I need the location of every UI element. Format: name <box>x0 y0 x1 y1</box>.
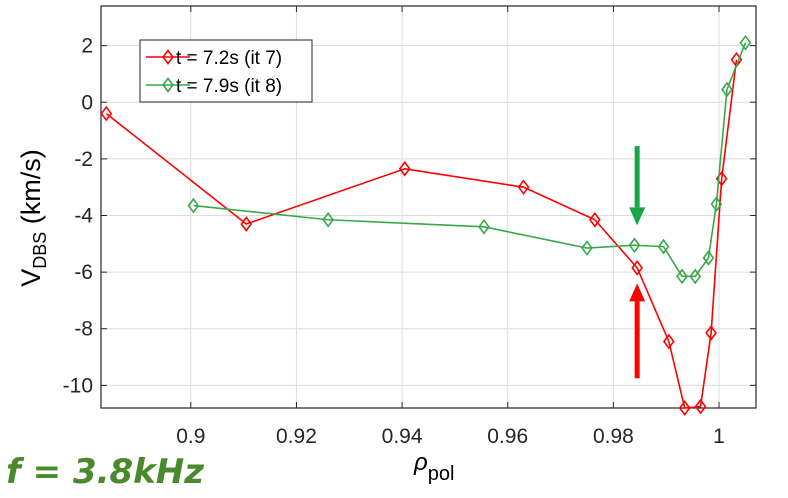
legend-marker <box>162 77 174 93</box>
legend-item: t = 7.2s (it 7) <box>146 48 282 69</box>
data-point <box>694 398 707 415</box>
series-2 <box>187 34 752 285</box>
series-1 <box>100 51 743 416</box>
y-tick-label: 2 <box>81 35 93 58</box>
data-point <box>662 333 675 350</box>
x-axis-label: ρpol <box>413 449 454 485</box>
y-tick-label: -4 <box>74 204 93 227</box>
y-axis-label-sub: DBS <box>30 232 50 269</box>
y-axis-label-unit: (km/s) <box>16 149 46 231</box>
up-arrow <box>629 283 646 379</box>
data-point <box>581 240 593 256</box>
legend: t = 7.2s (it 7) t = 7.9s (it 8) <box>139 39 313 103</box>
data-point <box>240 216 253 232</box>
y-axis: 2 0 -2 -4 -6 -8 -10 <box>63 35 756 397</box>
data-point <box>398 160 411 177</box>
x-tick-label: 0.92 <box>276 425 317 448</box>
annotation-layer <box>629 146 646 379</box>
data-point <box>710 196 723 213</box>
data-point <box>721 81 733 98</box>
y-tick-label: -10 <box>63 374 93 397</box>
frequency-label: f = 3.8kHz <box>6 452 205 492</box>
arrow-head <box>629 207 646 226</box>
data-point <box>589 211 601 228</box>
x-axis-label-main: ρ <box>413 449 428 476</box>
down-arrow <box>629 146 646 226</box>
data-point <box>676 268 688 285</box>
legend-marker <box>162 49 174 65</box>
data-point <box>689 268 702 285</box>
data-point <box>657 238 670 255</box>
legend-label: t = 7.2s (it 7) <box>176 48 282 69</box>
y-axis-label-main: V <box>16 269 46 287</box>
data-point <box>739 34 752 51</box>
series-layer <box>100 34 752 416</box>
data-point <box>678 400 691 416</box>
data-point <box>631 260 644 276</box>
y-axis-label: VDBS (km/s) <box>16 149 50 287</box>
x-axis-label-sub: pol <box>428 463 455 485</box>
data-point <box>100 105 113 122</box>
x-axis: 0.9 0.92 0.94 0.96 0.98 1 <box>176 6 725 448</box>
data-point <box>705 325 717 341</box>
y-tick-label: -8 <box>74 318 93 341</box>
y-tick-label: 0 <box>81 91 93 114</box>
legend-label: t = 7.9s (it 8) <box>176 76 282 97</box>
series-line <box>193 42 747 278</box>
data-point <box>628 237 641 254</box>
data-point <box>187 197 200 214</box>
plot-frame <box>100 5 757 409</box>
y-tick-label: -2 <box>74 148 93 171</box>
x-tick-label: 0.9 <box>176 425 205 448</box>
x-tick-label: 0.98 <box>593 425 634 448</box>
data-point <box>702 250 715 266</box>
x-tick-label: 0.94 <box>382 425 423 448</box>
x-tick-label: 0.96 <box>487 425 528 448</box>
legend-item: t = 7.9s (it 8) <box>146 76 282 97</box>
data-point <box>478 218 490 235</box>
y-tick-label: -6 <box>74 261 93 284</box>
series-line <box>105 59 738 409</box>
data-point <box>322 211 335 228</box>
x-tick-label: 1 <box>713 425 725 448</box>
data-point <box>517 179 530 196</box>
arrow-head <box>629 283 646 302</box>
